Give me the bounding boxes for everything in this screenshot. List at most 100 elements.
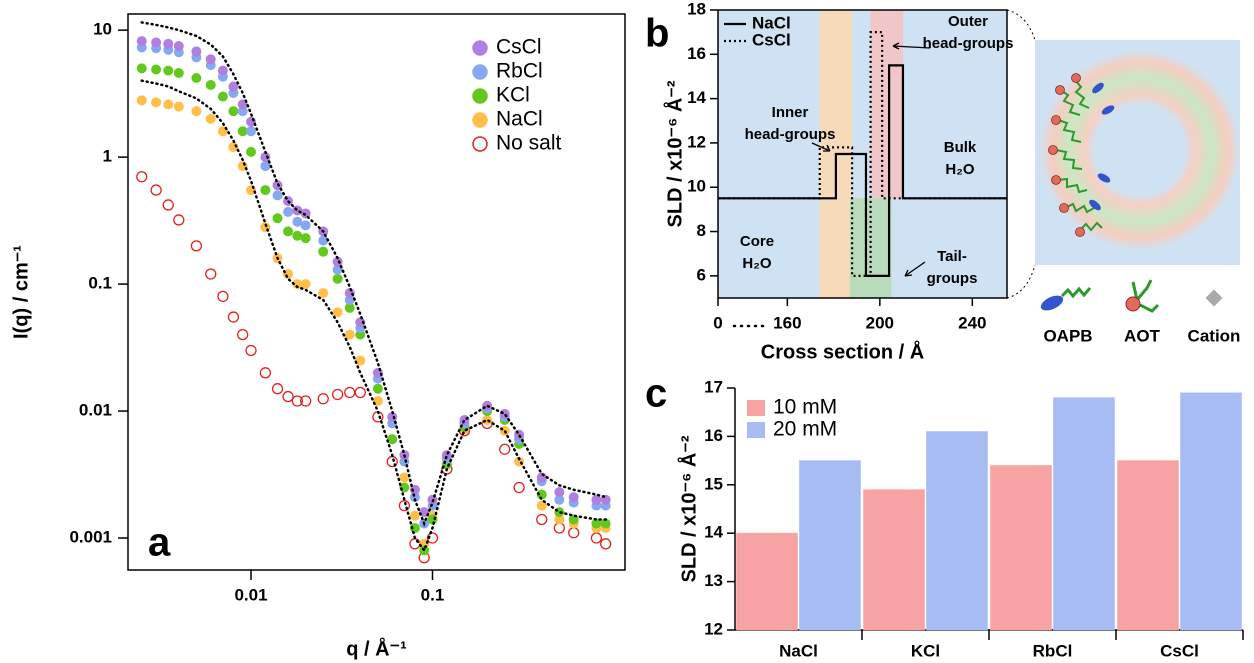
data-point [568, 492, 579, 503]
aot-tails [1131, 279, 1160, 313]
micelle-ring [1040, 50, 1240, 250]
data-point [282, 390, 294, 403]
legend-marker [472, 40, 488, 56]
x-tick-label: CsCl [1160, 641, 1199, 660]
data-point [245, 344, 257, 357]
y-tick-label: 14 [704, 523, 723, 542]
data-point [260, 152, 271, 163]
data-point [482, 415, 493, 426]
panel-label: c [645, 372, 667, 416]
data-point [260, 185, 271, 196]
y-tick-label: 16 [704, 426, 723, 445]
legend-label: RbCl [496, 60, 543, 83]
data-point [409, 484, 420, 495]
x-axis-label: Cross section / Å [761, 339, 924, 363]
data-point [355, 317, 366, 328]
x-tick-label: 160 [773, 313, 801, 332]
data-point [554, 494, 565, 505]
data-point [600, 518, 611, 529]
legend-label: CsCl [752, 30, 791, 49]
data-point [300, 220, 311, 231]
data-point [291, 395, 303, 407]
data-point [283, 206, 294, 217]
data-point [283, 226, 294, 237]
y-tick-label: 0.01 [79, 401, 112, 420]
data-point [409, 522, 420, 533]
legend-swatch [747, 400, 765, 416]
data-point [136, 95, 147, 106]
annotation-arrow [904, 261, 926, 277]
legend-label: NaCl [752, 13, 791, 32]
data-point [332, 307, 343, 318]
data-point [228, 81, 239, 92]
data-point [260, 161, 271, 172]
data-point [151, 37, 162, 48]
data-point [217, 290, 229, 303]
cation-icon [1205, 289, 1223, 307]
y-axis-label: SLD / x10⁻⁶ Å⁻² [676, 435, 700, 582]
x-tick-label: KCl [911, 641, 940, 660]
data-point [300, 279, 311, 290]
x-tick-label: 0.1 [421, 585, 445, 604]
y-tick-label: 0.1 [88, 274, 112, 293]
data-point [205, 79, 216, 90]
annotation: Bulk [944, 139, 977, 156]
panel-label: b [645, 12, 669, 56]
x-tick-label: 0.01 [234, 585, 267, 604]
data-point [554, 514, 565, 525]
data-point [600, 538, 612, 550]
data-point [354, 386, 366, 399]
data-point [217, 91, 228, 102]
data-point [163, 99, 174, 110]
x-tick-label: 0 [713, 313, 722, 332]
data-point [553, 522, 566, 534]
y-tick-label: 10 [687, 177, 706, 196]
data-point [173, 214, 185, 226]
y-axis-label: I(q) / cm⁻¹ [10, 245, 32, 339]
head-groups [1048, 73, 1085, 237]
bar [736, 532, 798, 631]
legend-label: KCl [496, 84, 530, 107]
annotation-arrow [892, 42, 931, 50]
data-point [591, 494, 602, 505]
legend-swatch [747, 422, 765, 438]
data-point [151, 97, 162, 108]
data-point [136, 171, 148, 183]
data-point [591, 518, 602, 529]
data-point [191, 72, 202, 83]
data-point [205, 54, 216, 65]
data-point [205, 113, 216, 124]
data-point [318, 235, 329, 246]
data-point [331, 388, 344, 401]
x-tick-label: 240 [958, 313, 986, 332]
data-point [536, 500, 547, 511]
data-point [151, 64, 162, 75]
x-tick-label: NaCl [779, 641, 818, 660]
x-tick-label: 200 [866, 313, 894, 332]
bar [1053, 397, 1115, 631]
data-point [409, 538, 421, 550]
legend-marker [472, 136, 488, 152]
legend-label: 10 mM [773, 396, 837, 419]
y-tick-label: 1 [103, 147, 112, 166]
annotation: Outer [948, 13, 988, 30]
annotation: head-groups [923, 35, 1014, 52]
data-point [136, 63, 147, 74]
fit-line [140, 79, 607, 553]
y-tick-label: 12 [704, 619, 723, 638]
panel-label: a [148, 521, 171, 565]
y-tick-label: 17 [704, 377, 723, 396]
data-point [191, 106, 202, 117]
data-point [318, 246, 329, 257]
legend-marker [472, 88, 488, 104]
data-point [398, 499, 411, 512]
data-point [387, 434, 398, 445]
region [849, 198, 892, 298]
annotation: Inner [772, 104, 809, 121]
data-point [292, 216, 303, 227]
data-point [318, 288, 329, 299]
data-point [163, 38, 174, 49]
bar [1117, 460, 1180, 631]
data-point [228, 106, 239, 117]
